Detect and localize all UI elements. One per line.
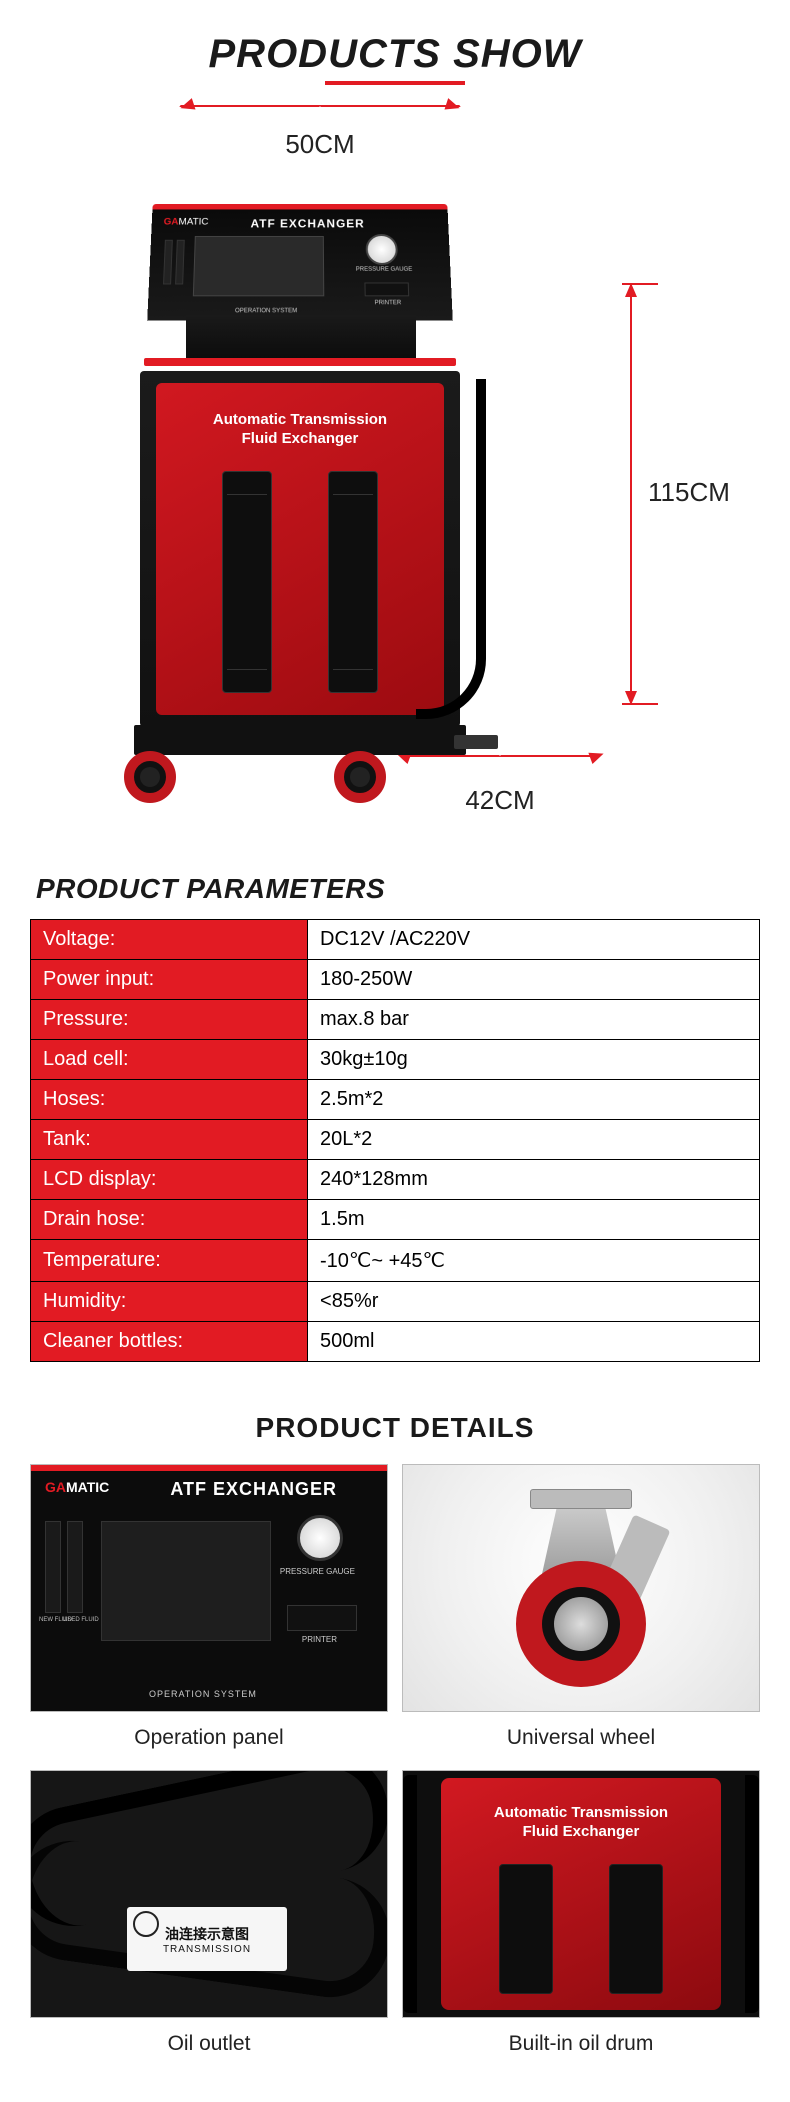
product-illustration: GAMATIC ATF EXCHANGER PRESSURE GAUGE PRI… [120, 185, 480, 815]
table-row: Pressure:max.8 bar [31, 1000, 760, 1040]
parameters-table: Voltage:DC12V /AC220VPower input:180-250… [30, 919, 760, 1362]
dimension-height: 115CM [622, 283, 742, 705]
front-panel-title: Automatic Transmission Fluid Exchanger [441, 1804, 721, 1842]
table-row: Tank:20L*2 [31, 1120, 760, 1160]
param-key: Pressure: [31, 1000, 308, 1040]
operation-system-label: OPERATION SYSTEM [149, 1689, 257, 1699]
param-value: 500ml [308, 1322, 760, 1362]
gauge-label: PRESSURE GAUGE [356, 267, 413, 273]
param-key: Tank: [31, 1120, 308, 1160]
param-value: DC12V /AC220V [308, 920, 760, 960]
param-key: LCD display: [31, 1160, 308, 1200]
caption-universal-wheel: Universal wheel [402, 1712, 760, 1756]
hose-icon [416, 379, 486, 719]
thumb-oil-drum: Automatic Transmission Fluid Exchanger [402, 1770, 760, 2018]
panel-title: ATF EXCHANGER [250, 217, 364, 230]
param-value: 240*128mm [308, 1160, 760, 1200]
gauge-label: PRESSURE GAUGE [280, 1567, 355, 1576]
table-row: Voltage:DC12V /AC220V [31, 920, 760, 960]
lcd-screen-icon [101, 1521, 271, 1641]
front-panel-title: Automatic Transmission Fluid Exchanger [156, 411, 444, 449]
fluid-tank-icon [499, 1864, 553, 1994]
panel-title: ATF EXCHANGER [170, 1479, 337, 1500]
table-row: Load cell:30kg±10g [31, 1040, 760, 1080]
param-value: -10℃~ +45℃ [308, 1240, 760, 1282]
machine-head: GAMATIC ATF EXCHANGER PRESSURE GAUGE PRI… [147, 204, 453, 320]
table-row: LCD display:240*128mm [31, 1160, 760, 1200]
detail-tile-operation-panel: GAMATIC ATF EXCHANGER NEW FLUID USED FLU… [30, 1464, 388, 1756]
thumb-oil-outlet: 油连接示意图 TRANSMISSION [30, 1770, 388, 2018]
printer-slot-icon [287, 1605, 357, 1631]
lcd-screen-icon [193, 236, 324, 296]
brand-logo: GAMATIC [45, 1479, 109, 1495]
param-key: Temperature: [31, 1240, 308, 1282]
caption-operation-panel: Operation panel [30, 1712, 388, 1756]
section-title-parameters: PRODUCT PARAMETERS [30, 865, 760, 919]
caster-wheel-icon [334, 751, 386, 803]
printer-label: PRINTER [302, 1635, 337, 1644]
detail-tile-oil-drum: Automatic Transmission Fluid Exchanger B… [402, 1770, 760, 2062]
param-key: Voltage: [31, 920, 308, 960]
param-key: Power input: [31, 960, 308, 1000]
table-row: Drain hose:1.5m [31, 1200, 760, 1240]
machine-body: Automatic Transmission Fluid Exchanger [140, 371, 460, 727]
dimension-width: 50CM [180, 105, 460, 175]
table-row: Power input:180-250W [31, 960, 760, 1000]
param-value: 20L*2 [308, 1120, 760, 1160]
detail-tile-oil-outlet: 油连接示意图 TRANSMISSION Oil outlet [30, 1770, 388, 2062]
details-grid: GAMATIC ATF EXCHANGER NEW FLUID USED FLU… [0, 1464, 790, 2102]
oil-outlet-sticker: 油连接示意图 TRANSMISSION [127, 1907, 287, 1971]
fluid-tank-icon [222, 471, 272, 693]
param-value: 2.5m*2 [308, 1080, 760, 1120]
section-title-details: PRODUCT DETAILS [0, 1402, 790, 1464]
slot-label-used: USED FLUID [63, 1617, 99, 1623]
param-key: Load cell: [31, 1040, 308, 1080]
table-row: Cleaner bottles:500ml [31, 1322, 760, 1362]
title-underline [325, 81, 465, 85]
caster-wheel-icon [124, 751, 176, 803]
dimension-height-label: 115CM [648, 477, 730, 508]
param-value: 1.5m [308, 1200, 760, 1240]
brand-logo: GAMATIC [163, 217, 208, 227]
table-row: Temperature:-10℃~ +45℃ [31, 1240, 760, 1282]
nozzle-icon [454, 735, 498, 749]
param-value: 30kg±10g [308, 1040, 760, 1080]
param-key: Cleaner bottles: [31, 1322, 308, 1362]
hero-product-diagram: 50CM 115CM 42CM GAMATIC ATF EXCHANGER PR… [0, 105, 790, 865]
fluid-tank-icon [609, 1864, 663, 1994]
table-row: Hoses:2.5m*2 [31, 1080, 760, 1120]
pressure-gauge-icon [297, 1515, 343, 1561]
caption-oil-drum: Built-in oil drum [402, 2018, 760, 2062]
section-title-products-show: PRODUCTS SHOW [0, 0, 790, 81]
detail-tile-universal-wheel: Universal wheel [402, 1464, 760, 1756]
param-key: Hoses: [31, 1080, 308, 1120]
fluid-tank-icon [328, 471, 378, 693]
param-value: 180-250W [308, 960, 760, 1000]
param-value: <85%r [308, 1282, 760, 1322]
pressure-gauge-icon [365, 234, 398, 265]
thumb-operation-panel: GAMATIC ATF EXCHANGER NEW FLUID USED FLU… [30, 1464, 388, 1712]
thumb-universal-wheel [402, 1464, 760, 1712]
printer-label: PRINTER [375, 300, 402, 306]
caption-oil-outlet: Oil outlet [30, 2018, 388, 2062]
table-row: Humidity:<85%r [31, 1282, 760, 1322]
printer-slot-icon [364, 282, 409, 296]
param-key: Drain hose: [31, 1200, 308, 1240]
operation-system-label: OPERATION SYSTEM [235, 308, 297, 314]
param-key: Humidity: [31, 1282, 308, 1322]
param-value: max.8 bar [308, 1000, 760, 1040]
